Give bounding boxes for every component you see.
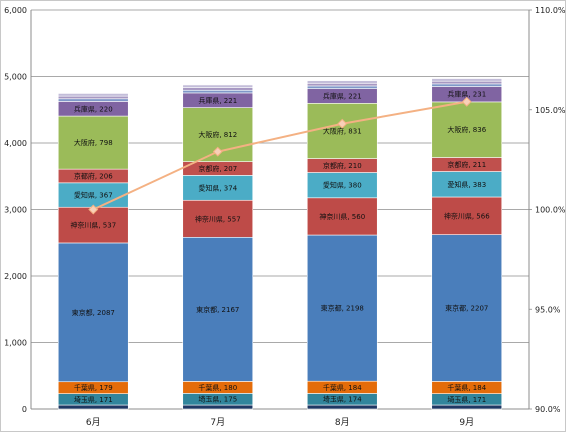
- data-label: 大阪府, 831: [323, 126, 362, 135]
- data-label: 神奈川県, 560: [319, 212, 365, 221]
- y-tick-label: 2,000: [4, 272, 27, 281]
- data-label: 兵庫県, 220: [74, 104, 113, 113]
- data-label: 京都府, 211: [447, 160, 486, 169]
- y-tick-label: 6,000: [4, 6, 27, 15]
- line-marker: [88, 204, 99, 215]
- data-label: 兵庫県, 231: [447, 90, 486, 99]
- data-label: 東京都, 2087: [72, 308, 115, 317]
- bar-segment: [57, 115, 129, 170]
- data-label: 千葉県, 184: [323, 383, 362, 392]
- data-label: 京都府, 207: [198, 164, 237, 173]
- line-marker: [337, 118, 348, 129]
- bar-segment: [431, 78, 503, 82]
- data-label: 大阪府, 812: [198, 130, 237, 139]
- data-label: 京都府, 210: [323, 161, 362, 170]
- x-tick-label: 6月: [86, 417, 101, 428]
- data-label: 大阪府, 798: [74, 138, 113, 147]
- y2-tick-label: 90.0%: [535, 405, 561, 414]
- data-label: 千葉県, 184: [447, 383, 486, 392]
- bar-segment: [57, 404, 129, 410]
- data-label: 神奈川県, 566: [444, 211, 490, 220]
- data-label: 大阪府, 836: [447, 125, 486, 134]
- bar-segment: [57, 98, 129, 102]
- data-label: 埼玉県, 171: [74, 395, 113, 404]
- bar-segment: [182, 87, 254, 91]
- data-label: 東京都, 2167: [196, 305, 239, 314]
- line-marker: [461, 96, 472, 107]
- data-label: 埼玉県, 171: [447, 395, 486, 404]
- y-tick-label: 0: [22, 405, 27, 414]
- data-label: 愛知県, 383: [447, 180, 486, 189]
- y2-tick-label: 105.0%: [535, 106, 566, 115]
- y-tick-label: 5,000: [4, 73, 27, 82]
- bar-segment: [182, 84, 254, 88]
- bar-segment: [306, 197, 378, 236]
- data-label: 神奈川県, 537: [70, 221, 116, 230]
- bar-segment: [306, 82, 378, 87]
- y2-tick-label: 100.0%: [535, 206, 566, 215]
- bar-segment: [306, 102, 378, 159]
- x-tick-label: 9月: [459, 417, 474, 428]
- bar-segment: [57, 182, 129, 208]
- bar-segment: [182, 199, 254, 238]
- data-label: 兵庫県, 221: [198, 96, 237, 105]
- data-label: 埼玉県, 175: [198, 395, 237, 404]
- bar-segment: [182, 404, 254, 410]
- bar-segment: [431, 80, 503, 85]
- bar-segment: [431, 101, 503, 158]
- data-label: 千葉県, 180: [198, 383, 237, 392]
- bar-segment: [306, 404, 378, 410]
- data-label: 京都府, 206: [74, 171, 113, 180]
- bar-segment: [306, 85, 378, 89]
- bar-segment: [57, 242, 129, 383]
- bar-segment: [182, 236, 254, 382]
- bar-segment: [431, 234, 503, 382]
- x-tick-label: 8月: [335, 417, 350, 428]
- data-label: 愛知県, 374: [198, 183, 237, 192]
- data-label: 愛知県, 367: [74, 191, 113, 200]
- x-tick-label: 7月: [210, 417, 225, 428]
- y-tick-label: 1,000: [4, 339, 27, 348]
- data-label: 千葉県, 179: [74, 383, 113, 392]
- bar-segment: [306, 80, 378, 84]
- data-label: 埼玉県, 174: [323, 395, 362, 404]
- data-label: 東京都, 2207: [445, 304, 488, 313]
- line-series: [92, 100, 467, 211]
- y2-tick-label: 95.0%: [535, 305, 561, 314]
- data-label: 神奈川県, 557: [195, 214, 241, 223]
- bar-segment: [431, 83, 503, 87]
- data-label: 愛知県, 380: [323, 181, 362, 190]
- bar-segment: [57, 93, 129, 97]
- data-label: 東京都, 2198: [321, 304, 364, 313]
- data-label: 兵庫県, 221: [323, 91, 362, 100]
- bar-segment: [431, 171, 503, 198]
- bar-segment: [306, 172, 378, 199]
- bar-segment: [182, 89, 254, 94]
- bar-segment: [431, 404, 503, 410]
- bar-segment: [182, 175, 254, 201]
- bar-segment: [306, 234, 378, 382]
- y-tick-label: 4,000: [4, 139, 27, 148]
- y-tick-label: 3,000: [4, 206, 27, 215]
- bar-segment: [57, 95, 129, 100]
- y2-tick-label: 110.0%: [535, 6, 566, 15]
- line-marker: [212, 146, 223, 157]
